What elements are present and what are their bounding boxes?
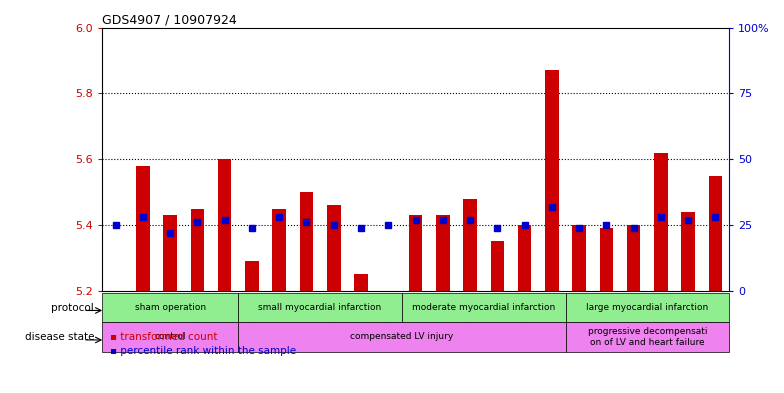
Bar [299,192,314,291]
Bar [354,274,368,291]
Bar [709,176,722,291]
Bar [102,322,238,352]
Bar [102,293,238,322]
Bar [627,225,641,291]
Bar [163,215,177,291]
Bar [463,198,477,291]
Text: disease state: disease state [24,332,94,342]
Text: sham operation: sham operation [135,303,205,312]
Bar [191,209,204,291]
Bar [327,205,340,291]
Bar [402,293,565,322]
Bar [238,293,402,322]
Bar [408,215,423,291]
Bar [517,225,532,291]
Text: ▪ percentile rank within the sample: ▪ percentile rank within the sample [110,346,296,356]
Bar [436,215,449,291]
Text: compensated LV injury: compensated LV injury [350,332,453,342]
Bar [218,159,231,291]
Bar [491,241,504,291]
Text: moderate myocardial infarction: moderate myocardial infarction [412,303,555,312]
Bar [565,293,729,322]
Bar [600,228,613,291]
Text: GDS4907 / 10907924: GDS4907 / 10907924 [102,13,237,26]
Bar [654,152,668,291]
Bar [136,166,150,291]
Bar [681,212,695,291]
Text: control: control [154,332,186,342]
Text: progressive decompensati
on of LV and heart failure: progressive decompensati on of LV and he… [587,327,707,347]
Bar [245,261,259,291]
Bar [545,70,559,291]
Bar [238,322,565,352]
Bar [565,322,729,352]
Bar [572,225,586,291]
Text: ▪ transformed count: ▪ transformed count [110,332,217,342]
Bar [272,209,286,291]
Text: small myocardial infarction: small myocardial infarction [259,303,382,312]
Text: large myocardial infarction: large myocardial infarction [586,303,709,312]
Text: protocol: protocol [51,303,94,312]
